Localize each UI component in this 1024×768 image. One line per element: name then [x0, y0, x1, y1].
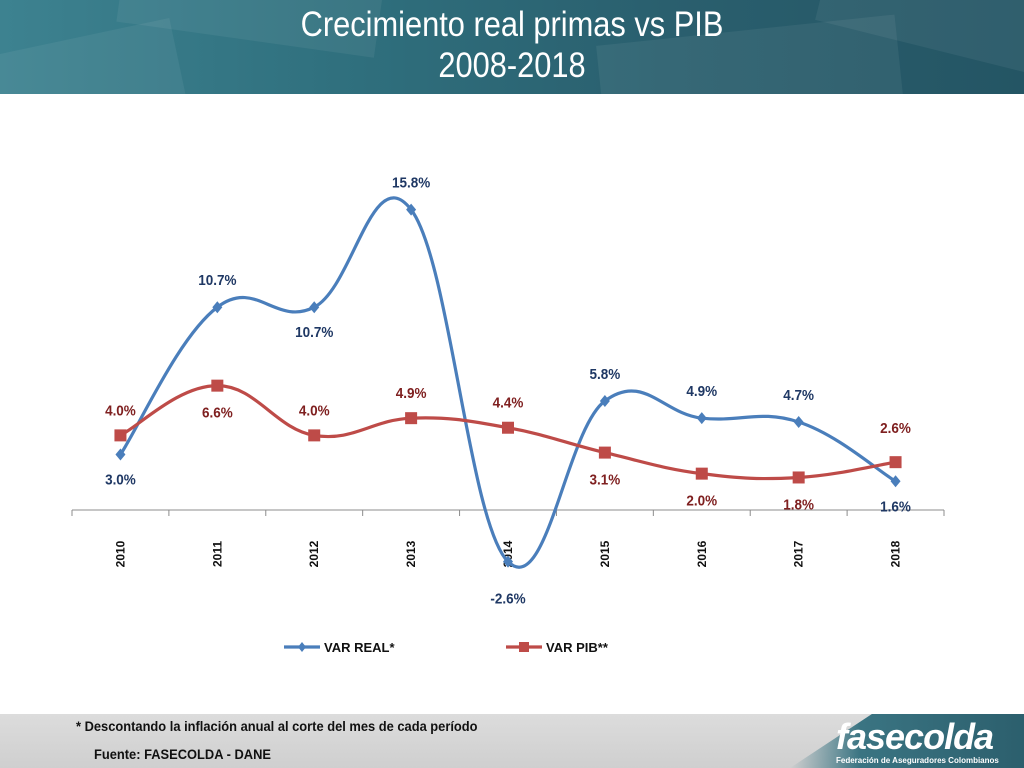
data-point-var-pib: [889, 456, 902, 469]
data-point-var-pib: [502, 421, 514, 434]
x-tick-label: 2016: [695, 540, 709, 567]
x-tick-label: 2010: [113, 540, 127, 567]
x-tick-label: 2018: [889, 540, 903, 567]
chart-area: 2010 2011 2012 2013 2014 2015 2016 2017 2018 3.0%…: [0, 94, 1024, 714]
page-title: Crecimiento real primas vs PIB 2008-2018: [61, 4, 962, 86]
data-label: 4.4%: [493, 395, 524, 412]
x-tick-label: 2012: [307, 540, 321, 567]
data-point-var-real: [503, 555, 513, 568]
header-banner: Crecimiento real primas vs PIB 2008-2018: [0, 0, 1024, 94]
data-point-var-real: [890, 475, 901, 488]
data-point-var-real: [793, 415, 804, 428]
title-line-2: 2008-2018: [438, 46, 586, 85]
data-point-var-pib: [598, 446, 611, 459]
legend-marker: [298, 642, 306, 652]
data-point-var-real: [309, 301, 320, 314]
data-label: 2.0%: [686, 493, 717, 510]
data-point-var-real: [696, 412, 707, 425]
line-chart: 2010 2011 2012 2013 2014 2015 2016 2017 20183.0%…: [71, 175, 945, 655]
data-point-var-pib: [695, 467, 708, 480]
data-label: 2.6%: [880, 421, 911, 438]
data-label: 6.6%: [202, 405, 233, 422]
source-note: Fuente: FASECOLDA - DANE: [94, 746, 271, 762]
series-line-var-real: [118, 196, 898, 569]
data-label: 4.9%: [686, 384, 717, 401]
footnote: * Descontando la inflación anual al cort…: [76, 718, 478, 734]
data-label: -2.6%: [490, 591, 526, 608]
fasecolda-logo: fasecolda: [836, 716, 994, 757]
data-point-var-real: [599, 394, 610, 407]
data-point-var-pib: [308, 429, 321, 442]
data-label: 3.0%: [105, 472, 136, 489]
logo-subtitle: Federación de Aseguradores Colombianos: [836, 756, 999, 765]
data-label: 1.8%: [783, 497, 814, 514]
data-point-var-pib: [405, 412, 418, 425]
data-point-var-pib: [792, 471, 805, 484]
data-point-var-real: [212, 301, 223, 314]
x-tick-label: 2011: [210, 541, 224, 567]
data-point-var-real: [115, 448, 126, 461]
data-label: 3.1%: [590, 472, 621, 489]
data-point-var-pib: [211, 379, 224, 392]
data-label: 4.0%: [299, 403, 330, 420]
data-label: 4.0%: [105, 403, 136, 420]
legend-label: VAR REAL*: [324, 640, 395, 655]
legend-label: VAR PIB**: [546, 640, 609, 655]
x-tick-label: 2013: [404, 540, 418, 567]
data-point-var-real: [406, 203, 417, 216]
x-tick-label: 2015: [598, 540, 612, 567]
data-label: 4.9%: [396, 386, 427, 403]
data-label: 10.7%: [198, 273, 237, 290]
x-tick-label: 2017: [792, 540, 806, 567]
legend-marker: [519, 642, 529, 652]
title-line-1: Crecimiento real primas vs PIB: [300, 5, 724, 44]
data-label: 15.8%: [392, 175, 431, 192]
data-label: 1.6%: [880, 499, 911, 516]
data-label: 5.8%: [590, 366, 621, 383]
data-point-var-pib: [114, 429, 127, 442]
data-label: 4.7%: [783, 387, 814, 404]
data-label: 10.7%: [295, 325, 334, 342]
